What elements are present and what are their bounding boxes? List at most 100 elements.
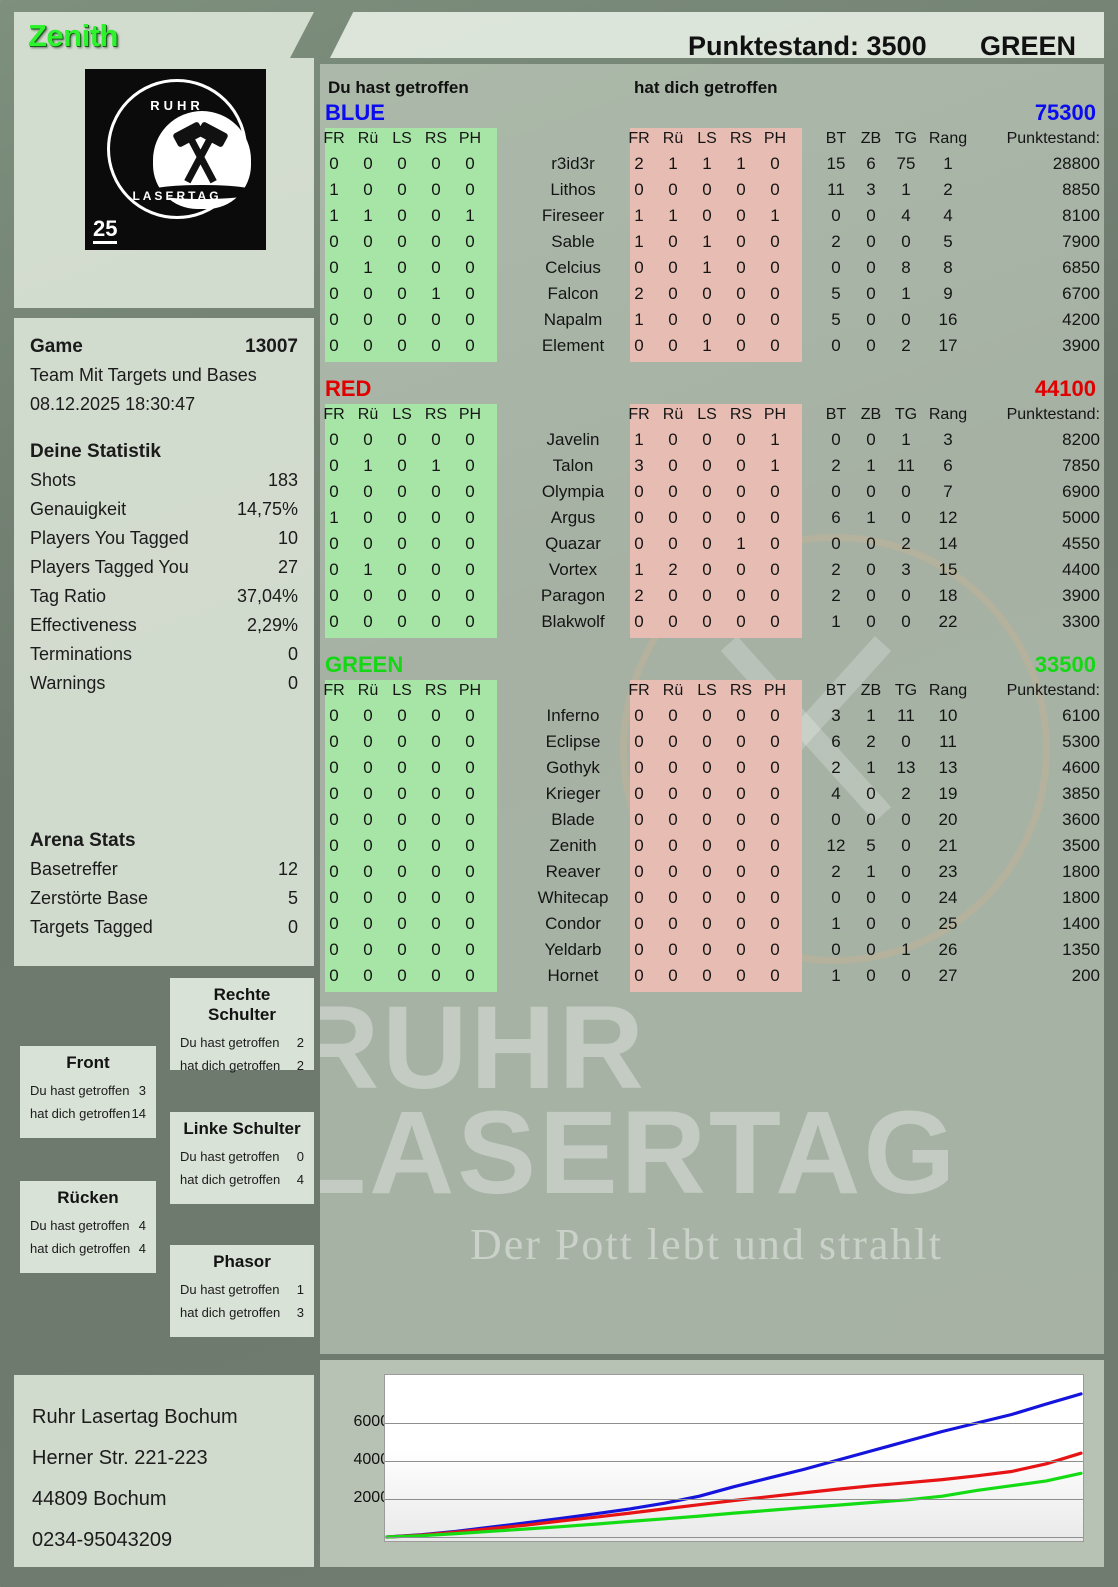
bodypart-hit-you-value: 4: [296, 1172, 304, 1187]
player-name: Blade: [551, 810, 595, 829]
cell-you-hit: 0: [431, 336, 441, 355]
bodypart-you-hit-value: 2: [296, 1035, 304, 1050]
cell-you-hit: 0: [363, 534, 373, 553]
cell-hit-you: 0: [668, 758, 678, 777]
cell-hit-you: 1: [770, 206, 780, 225]
subheader-them-LS: LS: [697, 682, 717, 699]
cell-you-hit: 0: [329, 784, 339, 803]
cell-you-hit: 0: [431, 612, 441, 631]
cell-you-hit: 0: [465, 310, 475, 329]
cell-hit-you: 0: [770, 560, 780, 579]
cell-hit-you: 0: [770, 258, 780, 277]
cell-rank: 20: [938, 810, 958, 829]
logo-wave-shape: [147, 185, 257, 199]
cell-hit-you: 0: [770, 336, 780, 355]
cell-tg: 0: [901, 732, 911, 751]
cell-hit-you: 0: [770, 612, 780, 631]
bodypart-you-hit-label: Du hast getroffen: [180, 1149, 280, 1164]
cell-you-hit: 0: [363, 154, 373, 173]
cell-zb: 0: [866, 206, 876, 225]
cell-hit-you: 0: [702, 430, 712, 449]
cell-you-hit: 0: [465, 888, 475, 907]
cell-you-hit: 0: [431, 310, 441, 329]
cell-score: 4550: [1062, 534, 1100, 553]
cell-score: 1800: [1062, 888, 1100, 907]
bodypart-you-hit-row: Du hast getroffen 2: [180, 1031, 304, 1054]
cell-tg: 0: [901, 586, 911, 605]
cell-bt: 0: [831, 482, 841, 501]
cell-you-hit: 1: [363, 258, 373, 277]
cell-you-hit: 0: [431, 810, 441, 829]
cell-rank: 22: [938, 612, 958, 631]
subheader-BT: BT: [825, 130, 847, 147]
cell-zb: 1: [866, 706, 876, 725]
cell-you-hit: 0: [431, 966, 441, 985]
cell-hit-you: 2: [634, 586, 644, 605]
subheader-you-FR: FR: [323, 406, 345, 423]
player-name: Gothyk: [546, 758, 600, 777]
cell-you-hit: 0: [363, 310, 373, 329]
cell-you-hit: 0: [465, 534, 475, 553]
cell-hit-you: 0: [634, 758, 644, 777]
cell-rank: 18: [938, 586, 958, 605]
cell-you-hit: 0: [431, 914, 441, 933]
cell-zb: 3: [866, 180, 876, 199]
bodypart-box-phasor: Phasor Du hast getroffen 1 hat dich getroff…: [170, 1245, 314, 1337]
cell-score: 3300: [1062, 612, 1100, 631]
cell-score: 200: [1071, 966, 1100, 985]
cell-bt: 2: [831, 232, 841, 251]
cell-hit-you: 0: [702, 758, 712, 777]
subheader-you-LS: LS: [392, 682, 412, 699]
personal-stat-row: Players Tagged You 27: [30, 553, 298, 582]
cell-hit-you: 0: [770, 810, 780, 829]
cell-bt: 2: [831, 862, 841, 881]
cell-bt: 0: [831, 206, 841, 225]
cell-tg: 0: [901, 482, 911, 501]
cell-you-hit: 0: [431, 180, 441, 199]
cell-hit-you: 0: [702, 732, 712, 751]
bodypart-hit-you-value: 4: [138, 1241, 146, 1256]
cell-you-hit: 0: [363, 284, 373, 303]
personal-stat-value: 14,75%: [236, 499, 298, 519]
cell-bt: 2: [831, 758, 841, 777]
cell-hit-you: 2: [668, 560, 678, 579]
cell-hit-you: 1: [668, 206, 678, 225]
cell-hit-you: 0: [634, 940, 644, 959]
cell-bt: 4: [831, 784, 841, 803]
cell-hit-you: 0: [736, 336, 746, 355]
cell-you-hit: 0: [431, 206, 441, 225]
cell-you-hit: 0: [431, 560, 441, 579]
cell-hit-you: 0: [634, 914, 644, 933]
cell-hit-you: 0: [702, 534, 712, 553]
personal-stat-value: 37,04%: [236, 586, 298, 606]
subheader-punktestand: Punktestand:: [1006, 130, 1100, 147]
cell-hit-you: 0: [736, 836, 746, 855]
cell-bt: 1: [831, 966, 841, 985]
cell-you-hit: 0: [329, 482, 339, 501]
cell-hit-you: 0: [736, 940, 746, 959]
cell-hit-you: 0: [702, 940, 712, 959]
cell-hit-you: 1: [634, 232, 644, 251]
cell-hit-you: 0: [770, 862, 780, 881]
cell-score: 5300: [1062, 732, 1100, 751]
cell-hit-you: 0: [668, 284, 678, 303]
subheader-Rang: Rang: [928, 130, 968, 147]
cell-hit-you: 1: [634, 310, 644, 329]
bodypart-box-ruecken: Rücken Du hast getroffen 4 hat dich getroff…: [20, 1181, 156, 1273]
cell-you-hit: 0: [329, 706, 339, 725]
cell-you-hit: 0: [465, 336, 475, 355]
cell-you-hit: 0: [329, 862, 339, 881]
cell-hit-you: 0: [668, 310, 678, 329]
cell-hit-you: 1: [634, 560, 644, 579]
cell-hit-you: 0: [668, 940, 678, 959]
address-line: Ruhr Lasertag Bochum: [32, 1406, 238, 1428]
subheader-them-RS: RS: [729, 682, 753, 699]
cell-you-hit: 0: [465, 508, 475, 527]
cell-hit-you: 0: [702, 966, 712, 985]
cell-score: 1800: [1062, 862, 1100, 881]
cell-score: 6900: [1062, 482, 1100, 501]
cell-score: 3500: [1062, 836, 1100, 855]
cell-hit-you: 3: [634, 456, 644, 475]
cell-hit-you: 1: [702, 258, 712, 277]
cell-bt: 11: [827, 180, 845, 199]
